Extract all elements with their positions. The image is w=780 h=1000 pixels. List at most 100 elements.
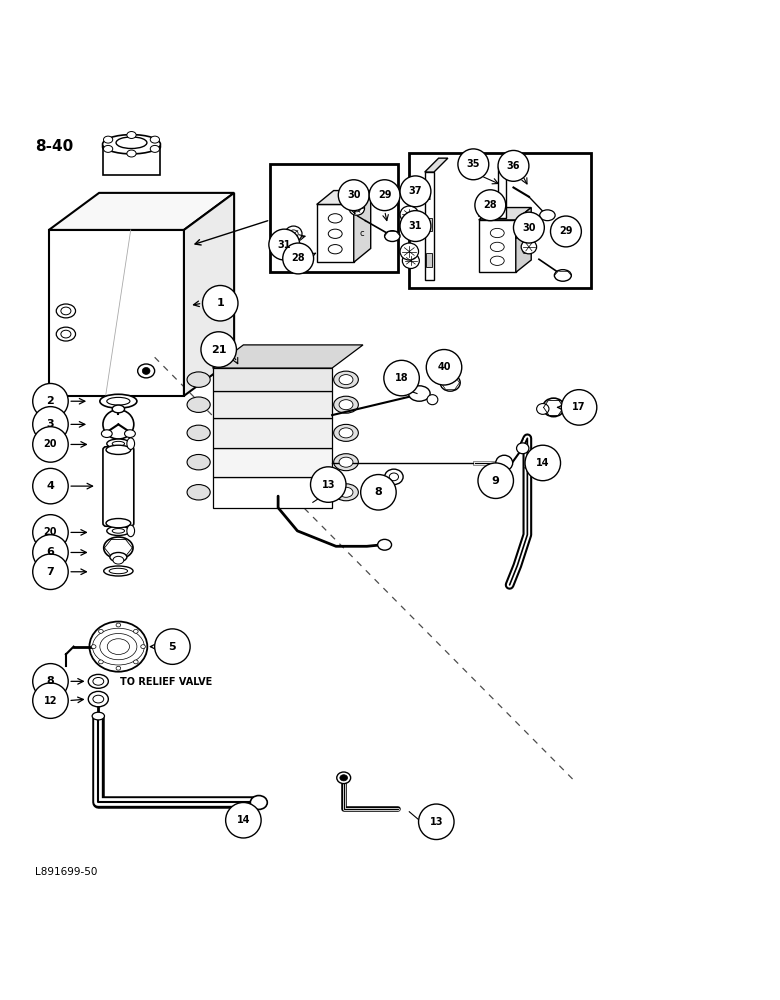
Text: 40: 40 [438, 362, 451, 372]
Polygon shape [354, 191, 370, 262]
Text: 12: 12 [44, 696, 57, 706]
Ellipse shape [340, 775, 348, 781]
Ellipse shape [140, 645, 145, 649]
Circle shape [33, 427, 68, 462]
Ellipse shape [516, 443, 529, 454]
Ellipse shape [127, 438, 135, 449]
Ellipse shape [142, 367, 150, 374]
Text: c: c [521, 247, 526, 256]
Polygon shape [212, 418, 332, 448]
Circle shape [33, 664, 68, 699]
Ellipse shape [90, 622, 147, 672]
Polygon shape [479, 220, 516, 272]
Polygon shape [212, 391, 332, 418]
Circle shape [498, 150, 529, 181]
Text: 7: 7 [47, 567, 55, 577]
Circle shape [551, 216, 581, 247]
Circle shape [33, 383, 68, 419]
Text: 30: 30 [347, 190, 360, 200]
Polygon shape [49, 193, 234, 230]
Ellipse shape [353, 205, 360, 212]
Ellipse shape [98, 629, 103, 633]
Text: 14: 14 [236, 815, 250, 825]
Ellipse shape [339, 375, 353, 385]
Polygon shape [184, 193, 234, 396]
Ellipse shape [409, 386, 430, 401]
Circle shape [478, 463, 513, 498]
Text: 8: 8 [47, 676, 55, 686]
Circle shape [33, 554, 68, 590]
Ellipse shape [102, 137, 161, 156]
Ellipse shape [328, 229, 342, 238]
Ellipse shape [61, 330, 71, 338]
Ellipse shape [88, 691, 108, 707]
FancyBboxPatch shape [103, 447, 134, 526]
Ellipse shape [93, 695, 104, 703]
Text: 31: 31 [409, 221, 422, 231]
Polygon shape [317, 204, 354, 262]
Text: 29: 29 [378, 190, 392, 200]
Text: 2: 2 [47, 396, 55, 406]
Circle shape [525, 445, 561, 481]
Ellipse shape [285, 226, 302, 241]
Text: 31: 31 [278, 240, 291, 250]
FancyBboxPatch shape [426, 218, 432, 231]
Circle shape [513, 212, 544, 243]
Text: 4: 4 [47, 481, 55, 491]
Text: 8-40: 8-40 [35, 139, 73, 154]
Polygon shape [479, 208, 531, 220]
Circle shape [384, 360, 420, 396]
Text: 17: 17 [573, 402, 586, 412]
Text: 29: 29 [559, 226, 573, 236]
Text: 21: 21 [211, 345, 226, 355]
Text: 6: 6 [47, 547, 55, 557]
Polygon shape [425, 158, 448, 172]
Ellipse shape [250, 796, 268, 809]
Ellipse shape [116, 137, 147, 149]
Ellipse shape [491, 242, 504, 252]
FancyBboxPatch shape [271, 164, 398, 272]
Text: 8: 8 [374, 487, 382, 497]
Ellipse shape [496, 455, 512, 471]
Circle shape [360, 475, 396, 510]
Ellipse shape [187, 372, 210, 387]
Polygon shape [317, 191, 370, 204]
Ellipse shape [402, 218, 420, 233]
Text: 13: 13 [430, 817, 443, 827]
Ellipse shape [543, 398, 565, 417]
Ellipse shape [378, 539, 392, 550]
Ellipse shape [113, 556, 124, 564]
Polygon shape [516, 208, 531, 272]
Ellipse shape [334, 454, 358, 471]
Text: 9: 9 [491, 476, 500, 486]
Ellipse shape [112, 441, 125, 446]
Ellipse shape [133, 629, 138, 633]
Polygon shape [212, 345, 363, 368]
Ellipse shape [107, 397, 130, 405]
Text: 20: 20 [44, 527, 57, 537]
Ellipse shape [91, 645, 96, 649]
Ellipse shape [104, 145, 113, 152]
Text: c: c [360, 229, 364, 238]
Text: 37: 37 [409, 186, 422, 196]
Text: 28: 28 [484, 200, 497, 210]
Circle shape [33, 468, 68, 504]
Circle shape [154, 629, 190, 664]
Ellipse shape [337, 772, 351, 784]
Circle shape [310, 467, 346, 502]
Circle shape [400, 211, 431, 241]
Ellipse shape [104, 136, 113, 143]
Circle shape [369, 180, 400, 211]
Ellipse shape [116, 623, 121, 627]
Ellipse shape [400, 243, 419, 260]
Circle shape [426, 350, 462, 385]
Circle shape [562, 390, 597, 425]
Circle shape [269, 229, 300, 260]
Ellipse shape [104, 537, 133, 559]
Text: 18: 18 [395, 373, 409, 383]
Text: 3: 3 [47, 419, 55, 429]
Ellipse shape [187, 425, 210, 441]
Ellipse shape [389, 473, 399, 481]
Ellipse shape [109, 568, 128, 574]
Ellipse shape [334, 484, 358, 501]
